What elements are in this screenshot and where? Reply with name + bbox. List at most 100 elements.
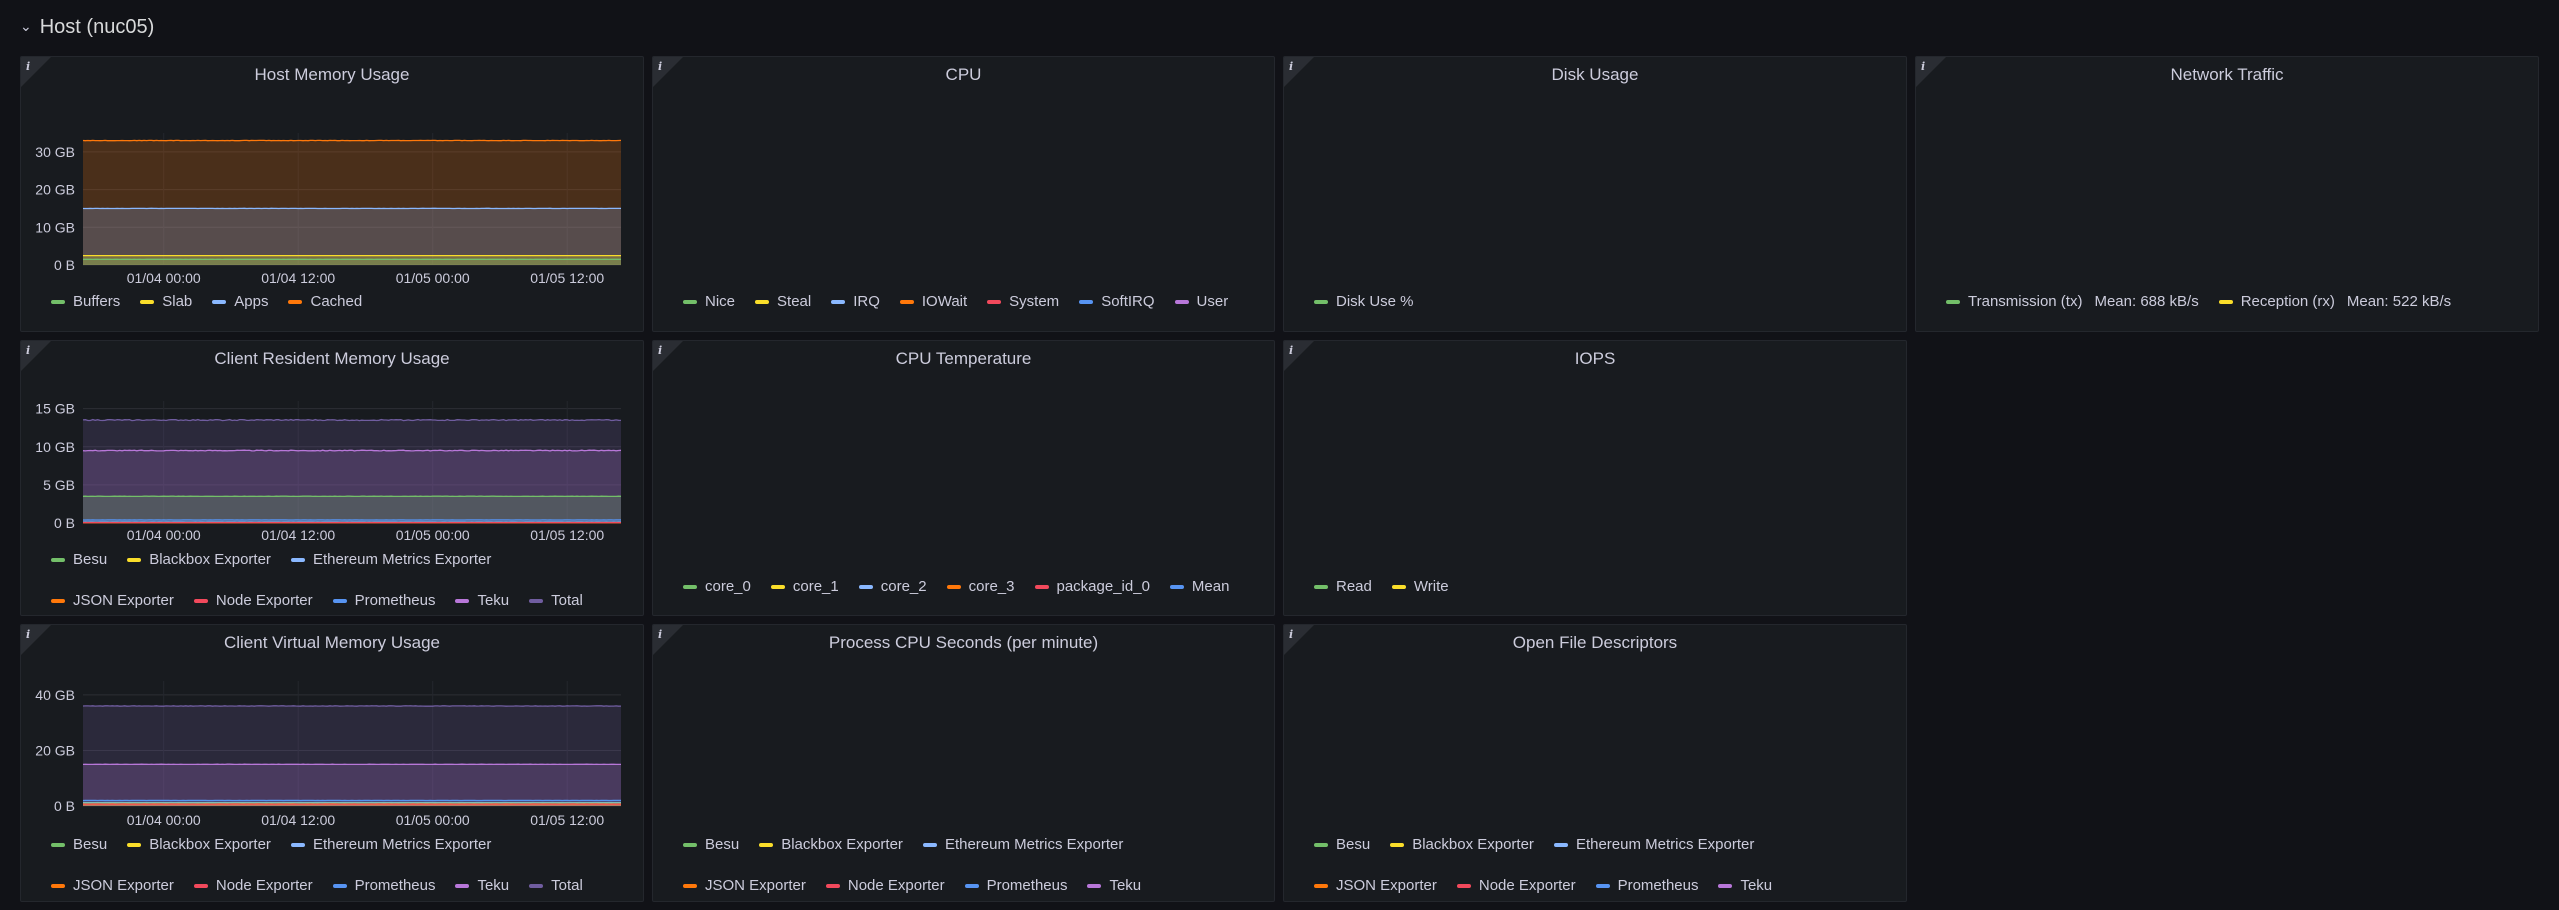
legend-item[interactable]: Prometheus: [964, 877, 1067, 894]
legend-label: Besu: [73, 551, 108, 568]
panel-title[interactable]: Disk Usage: [1551, 65, 1639, 84]
legend-item[interactable]: Teku: [1718, 877, 1772, 894]
legend-swatch-icon: [1390, 842, 1405, 847]
panel-cpu-temperature[interactable]: i CPU Temperature60 °C40 °C01/04 00:0001/…: [652, 340, 1275, 616]
legend-item[interactable]: JSON Exporter: [51, 877, 174, 894]
legend-item[interactable]: Ethereum Metrics Exporter: [290, 836, 491, 853]
legend-item[interactable]: Read: [1314, 578, 1372, 595]
panel-iops[interactable]: i IOPS600 io/s400 io/s200 io/s0 io/s01/04…: [1283, 340, 1907, 616]
legend-item[interactable]: Write: [1391, 578, 1449, 595]
legend-item[interactable]: JSON Exporter: [1314, 877, 1437, 894]
legend-item[interactable]: Disk Use %: [1314, 293, 1414, 310]
legend-item[interactable]: Ethereum Metrics Exporter: [1553, 836, 1754, 853]
panel-title[interactable]: Client Resident Memory Usage: [214, 349, 450, 368]
info-icon[interactable]: i: [658, 60, 663, 73]
legend-item[interactable]: Nice: [683, 293, 735, 310]
legend-label: package_id_0: [1056, 578, 1150, 595]
info-icon[interactable]: i: [1289, 60, 1294, 73]
info-icon[interactable]: i: [658, 628, 663, 641]
legend-item[interactable]: Blackbox Exporter: [759, 836, 903, 853]
legend-item[interactable]: Steal: [755, 293, 811, 310]
row-header[interactable]: ⌄ Host (nuc05): [20, 12, 154, 42]
legend-item[interactable]: Besu: [51, 551, 107, 568]
legend-item[interactable]: Teku: [1087, 877, 1141, 894]
legend-item[interactable]: System: [987, 293, 1059, 310]
series-area: [83, 259, 621, 265]
legend-item[interactable]: Slab: [140, 293, 192, 310]
chevron-down-icon[interactable]: ⌄: [20, 17, 32, 34]
legend-item[interactable]: Apps: [212, 293, 268, 310]
legend-item[interactable]: Node Exporter: [193, 877, 313, 894]
legend-item[interactable]: Total: [529, 877, 583, 894]
panel-title[interactable]: Host Memory Usage: [254, 65, 410, 84]
panel-client-virtual-memory[interactable]: i Client Virtual Memory Usage 40 GB 20 GB 0 …: [20, 624, 644, 902]
legend-item[interactable]: Mean: [1169, 578, 1229, 595]
info-icon[interactable]: i: [26, 344, 31, 357]
info-icon[interactable]: i: [1289, 628, 1294, 641]
legend-item[interactable]: JSON Exporter: [683, 877, 806, 894]
panel-title[interactable]: CPU: [945, 65, 982, 84]
legend-item[interactable]: Cached: [288, 293, 362, 310]
legend-item[interactable]: Blackbox Exporter: [127, 836, 271, 853]
legend-item[interactable]: SoftIRQ: [1079, 293, 1155, 310]
legend-item[interactable]: core_0: [683, 578, 751, 595]
legend-item[interactable]: JSON Exporter: [51, 592, 174, 609]
legend-item[interactable]: package_id_0: [1034, 578, 1150, 595]
legend-swatch-icon: [683, 883, 697, 888]
legend-item[interactable]: Node Exporter: [1456, 877, 1576, 894]
panel-host-memory-usage[interactable]: i Host Memory Usage 30 GB 20 GB 10 GB 0 B 01/0…: [20, 56, 644, 332]
legend-item[interactable]: Total: [529, 592, 583, 609]
legend-label: JSON Exporter: [1336, 877, 1437, 894]
legend-item[interactable]: Teku: [455, 877, 509, 894]
legend-item[interactable]: Node Exporter: [193, 592, 313, 609]
legend-item[interactable]: core_3: [946, 578, 1015, 595]
legend-item[interactable]: Besu: [51, 836, 107, 853]
legend-item[interactable]: Reception (rx) Mean: 522 kB/s: [2218, 293, 2451, 310]
legend-label: Cached: [310, 293, 363, 310]
legend-swatch-icon: [987, 299, 1002, 304]
legend-item[interactable]: Ethereum Metrics Exporter: [922, 836, 1123, 853]
panel-title[interactable]: CPU Temperature: [895, 349, 1032, 368]
legend-item[interactable]: Prometheus: [332, 877, 435, 894]
legend-item[interactable]: Besu: [683, 836, 739, 853]
panel-network-traffic[interactable]: i Network Traffic1 MB/s500 kB/s0 B/s01/04…: [1915, 56, 2539, 332]
legend-label: Reception (rx): [2240, 293, 2335, 310]
panel-title[interactable]: IOPS: [1574, 349, 1616, 368]
panel-title[interactable]: Network Traffic: [2170, 65, 2284, 84]
panel-title[interactable]: Open File Descriptors: [1512, 633, 1678, 652]
legend-item[interactable]: Ethereum Metrics Exporter: [290, 551, 491, 568]
legend-item[interactable]: IRQ: [831, 293, 880, 310]
panel-client-resident-memory[interactable]: i Client Resident Memory Usage 15 GB 10 GB 5…: [20, 340, 644, 616]
legend-item[interactable]: Blackbox Exporter: [1390, 836, 1534, 853]
legend-item[interactable]: IOWait: [899, 293, 967, 310]
legend: Disk Use %: [1314, 293, 1898, 310]
legend-label: Teku: [477, 877, 510, 894]
legend-item[interactable]: Besu: [1314, 836, 1370, 853]
legend-item[interactable]: Transmission (tx) Mean: 688 kB/s: [1946, 293, 2199, 310]
info-icon[interactable]: i: [26, 628, 31, 641]
legend-item[interactable]: Blackbox Exporter: [127, 551, 271, 568]
y-tick-label: 0 B: [54, 257, 75, 273]
legend-item[interactable]: User: [1174, 293, 1228, 310]
legend-item[interactable]: Node Exporter: [825, 877, 945, 894]
legend-swatch-icon: [127, 842, 142, 847]
legend-item[interactable]: core_2: [858, 578, 927, 595]
info-icon[interactable]: i: [26, 60, 31, 73]
panel-title[interactable]: Process CPU Seconds (per minute): [828, 633, 1099, 652]
legend-item[interactable]: Teku: [455, 592, 509, 609]
info-icon[interactable]: i: [1289, 344, 1294, 357]
legend-swatch-icon: [529, 598, 544, 603]
info-icon[interactable]: i: [658, 344, 663, 357]
info-icon[interactable]: i: [1921, 60, 1926, 73]
legend-item[interactable]: Buffers: [51, 293, 120, 310]
series-line: [82, 449, 622, 452]
legend-item[interactable]: Prometheus: [1595, 877, 1698, 894]
legend-item[interactable]: core_1: [770, 578, 839, 595]
panel-title[interactable]: Client Virtual Memory Usage: [223, 633, 441, 652]
legend-item[interactable]: Prometheus: [332, 592, 435, 609]
